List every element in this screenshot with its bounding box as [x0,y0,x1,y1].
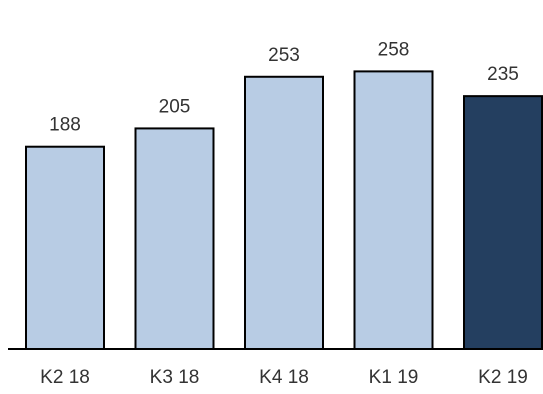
x-tick-labels-layer: K2 18 K3 18 K4 18 K1 19 K2 19 [40,367,528,388]
x-tick-label: K4 18 [259,367,309,388]
bars-layer [25,70,543,350]
bar-k2-19 [463,95,543,350]
x-tick-label: K2 19 [478,367,528,388]
x-tick-label: K1 19 [369,367,419,388]
x-tick-label: K3 18 [150,367,200,388]
data-label: 235 [487,64,519,85]
bar-k2-18 [25,145,105,350]
bar-k1-19 [353,70,434,350]
x-tick-label: K2 18 [40,367,90,388]
data-label: 188 [49,115,81,136]
data-label: 253 [268,45,300,66]
data-label: 205 [159,96,191,117]
bar-k3-18 [134,127,215,350]
bar-k4-18 [244,75,324,350]
data-label: 258 [378,39,410,60]
value-labels-layer: 188 205 253 258 235 [49,39,519,135]
